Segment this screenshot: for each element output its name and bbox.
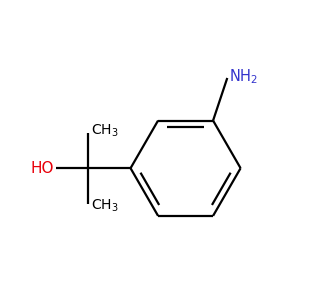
Text: CH$_3$: CH$_3$ <box>91 197 118 214</box>
Text: CH$_3$: CH$_3$ <box>91 123 118 139</box>
Text: NH$_2$: NH$_2$ <box>229 67 258 86</box>
Text: HO: HO <box>31 161 54 176</box>
